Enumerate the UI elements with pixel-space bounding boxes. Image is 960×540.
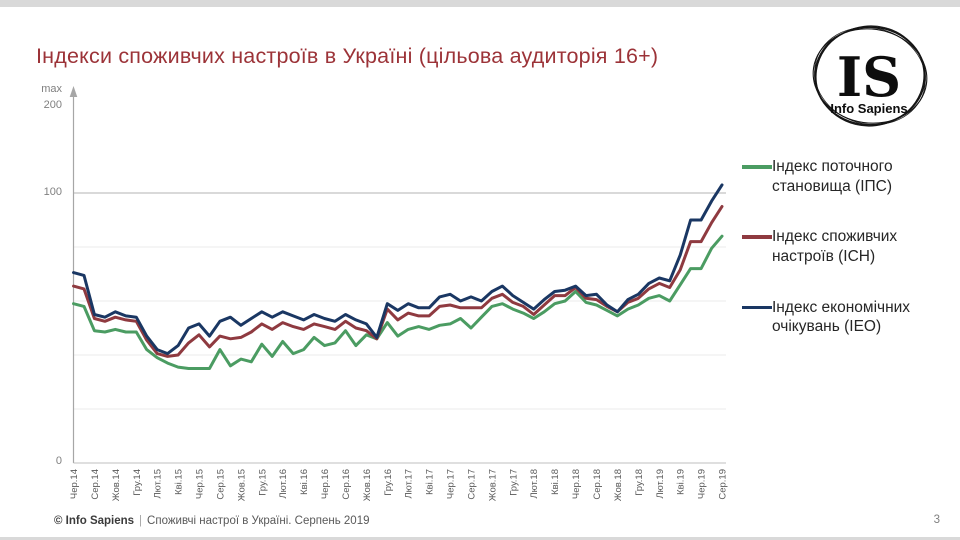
x-axis-label: Жов.15 <box>236 469 247 501</box>
chart-legend: Індекс поточного становища (ІПС) Індекс с… <box>742 157 954 337</box>
x-axis-label: Гру.16 <box>383 469 394 496</box>
y-axis-max-label: max <box>41 83 62 95</box>
x-axis-label: Чер.16 <box>320 469 331 499</box>
x-axis-label: Лют.16 <box>278 469 289 499</box>
page-number: 3 <box>933 514 940 526</box>
series-line <box>72 234 724 370</box>
legend-label: Індекс економічних очікувань (ІЕО) <box>772 298 911 336</box>
footer-separator: | <box>139 515 143 527</box>
x-axis-label: Кві.18 <box>550 469 561 495</box>
x-axis-label: Чер.17 <box>446 469 457 499</box>
top-strip <box>0 0 960 7</box>
legend-swatch-line <box>742 235 772 239</box>
x-axis-label: Гру.17 <box>508 469 519 496</box>
legend-item: Індекс споживчих настроїв (ІСН) <box>742 227 954 266</box>
logo-monogram: IS <box>837 45 901 109</box>
footer-brand: © Info Sapiens <box>54 515 135 527</box>
x-axis-label: Сер.19 <box>718 469 729 500</box>
x-axis-label: Чер.18 <box>571 469 582 499</box>
y-axis-200-label: 200 <box>43 99 62 111</box>
x-axis-label: Кві.16 <box>299 469 310 495</box>
legend-item: Індекс економічних очікувань (ІЕО) <box>742 298 954 337</box>
footer-note: Споживчі настрої в Україні. Серпень 2019 <box>147 515 370 527</box>
x-axis-label: Кві.19 <box>676 469 687 495</box>
legend-swatch-line <box>742 305 772 310</box>
x-axis-label: Жов.18 <box>613 469 624 501</box>
x-axis-label: Жов.16 <box>362 469 373 501</box>
x-axis-label: Гру.14 <box>132 469 143 496</box>
x-axis-label: Жов.14 <box>111 469 122 501</box>
x-axis-label: Лют.19 <box>655 469 666 499</box>
legend-label: Індекс поточного становища (ІПС) <box>772 158 893 195</box>
x-axis-label: Чер.14 <box>69 469 80 499</box>
series-line <box>72 183 724 356</box>
logo-name: Info Sapiens <box>830 101 907 116</box>
x-axis-label: Лют.18 <box>529 469 540 499</box>
info-sapiens-logo: IS Info Sapiens <box>805 16 935 136</box>
logo-circle-sketch: IS Info Sapiens <box>812 25 928 127</box>
legend-label: Індекс споживчих настроїв (ІСН) <box>772 228 898 266</box>
x-axis-label: Кві.17 <box>425 469 436 495</box>
x-axis-label: Сер.14 <box>90 469 101 500</box>
y-axis-arrow-icon <box>69 86 78 97</box>
x-axis-label: Лют.17 <box>404 469 415 499</box>
x-axis-label: Гру.18 <box>634 469 645 496</box>
x-axis-label: Сер.18 <box>592 469 603 500</box>
x-axis-label: Лют.15 <box>153 469 164 499</box>
page-title: Індекси споживчих настроїв в Україні (ці… <box>36 44 659 68</box>
legend-item: Індекс поточного становища (ІПС) <box>742 157 954 196</box>
x-axis-label: Кві.15 <box>174 469 185 495</box>
y-axis-100-label: 100 <box>43 186 62 198</box>
y-axis-0-label: 0 <box>55 455 62 467</box>
bottom-strip <box>0 537 960 540</box>
legend-swatch-line <box>742 165 772 169</box>
x-axis-label: Чер.19 <box>697 469 708 499</box>
x-axis-label: Сер.17 <box>466 469 477 500</box>
x-axis-label: Сер.16 <box>341 469 352 500</box>
x-axis-label: Сер.15 <box>215 469 226 500</box>
footer: © Info Sapiens | Споживчі настрої в Україн… <box>54 514 370 528</box>
x-axis-label: Гру.15 <box>257 469 268 496</box>
x-axis-label: Жов.17 <box>487 469 498 501</box>
x-axis-label: Чер.15 <box>195 469 206 499</box>
